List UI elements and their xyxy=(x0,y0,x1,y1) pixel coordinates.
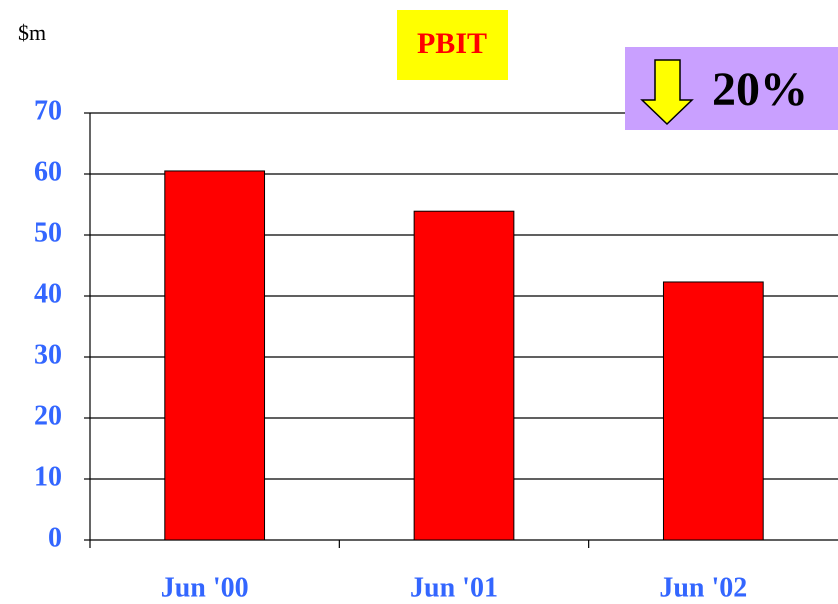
y-tick-label: 40 xyxy=(34,278,62,309)
y-tick-label: 60 xyxy=(34,156,62,187)
y-tick-label: 20 xyxy=(34,400,62,431)
y-tick-label: 70 xyxy=(34,95,62,126)
x-tick-label: Jun '01 xyxy=(410,572,498,603)
bar xyxy=(413,210,515,541)
bar xyxy=(164,170,266,541)
x-tick-label: Jun '02 xyxy=(659,572,747,603)
annotation: 20% xyxy=(712,63,808,116)
chart-title: PBIT xyxy=(417,27,487,60)
y-tick-label: 0 xyxy=(48,522,62,553)
bar xyxy=(662,281,764,541)
y-tick-label: 30 xyxy=(34,339,62,370)
y-tick-label: 50 xyxy=(34,217,62,248)
down-arrow xyxy=(640,59,694,126)
y-axis-label: $m xyxy=(18,20,46,45)
y-tick-label: 10 xyxy=(34,461,62,492)
x-tick-label: Jun '00 xyxy=(161,572,249,603)
title-box xyxy=(397,10,508,80)
